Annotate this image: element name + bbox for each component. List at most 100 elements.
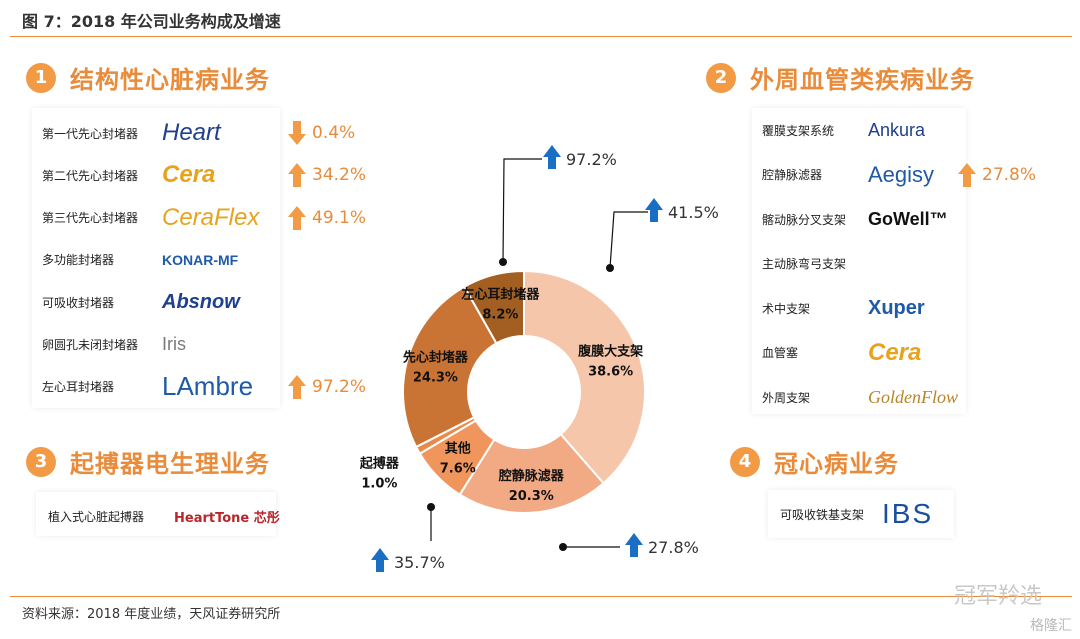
product-row: 术中支架 Xuper: [762, 288, 958, 328]
product-label: 卵圆孔未闭封堵器: [42, 338, 139, 352]
product-logo: Xuper: [868, 296, 925, 319]
product-row: 多功能封堵器 KONAR-MF: [42, 240, 288, 280]
section-number-badge: 2: [706, 62, 736, 93]
slice-label: 腔静脉滤器: [498, 468, 565, 484]
watermark: 冠军羚选: [953, 584, 1042, 609]
slice-value-label: 7.6%: [440, 462, 476, 477]
section-number-badge: 1: [26, 62, 56, 93]
growth-callout-value: 97.2%: [566, 150, 617, 169]
product-label: 腔静脉滤器: [762, 168, 823, 182]
coronary-product-row: 可吸收铁基支架 IBS: [780, 494, 933, 534]
section-pacemaker-heading: 3 起搏器电生理业务: [26, 444, 270, 479]
product-row: 外周支架 GoldenFlow: [762, 377, 958, 417]
product-logo: Ankura: [868, 119, 926, 140]
product-row: 可吸收封堵器 Absnow: [42, 282, 288, 322]
pacemaker-product-row: 植入式心脏起搏器 HeartTone 芯彤: [48, 496, 280, 536]
ibs-logo: IBS: [882, 498, 934, 529]
product-row: 血管塞 Cera: [762, 333, 958, 373]
figure-title: 图 7：2018 年公司业务构成及增速: [22, 12, 281, 31]
growth-callout-value: 27.8%: [648, 538, 699, 557]
product-label: 第一代先心封堵器: [42, 126, 139, 141]
growth-arrow-up-icon: [543, 145, 561, 169]
section-title: 起搏器电生理业务: [70, 450, 270, 478]
donut-slice: [458, 432, 605, 514]
bottom-divider: [10, 596, 1072, 597]
product-logo: Cera: [162, 161, 216, 189]
product-row: 覆膜支架系统 Ankura: [762, 110, 958, 150]
section-title: 结构性心脏病业务: [70, 66, 270, 94]
product-label: 可吸收铁基支架: [780, 507, 865, 522]
slice-value-label: 1.0%: [361, 476, 397, 491]
callout-leader-line: [609, 211, 648, 269]
product-label: 左心耳封堵器: [42, 380, 115, 395]
section-number-badge: 4: [730, 446, 760, 477]
top-divider: [10, 36, 1072, 37]
donut-slice: [402, 285, 498, 449]
product-row: 髂动脉分叉支架 GoWell™: [762, 199, 958, 239]
arrow-up-icon: [288, 205, 306, 230]
product-label: 髂动脉分叉支架: [762, 212, 847, 227]
structural-products-panel: [32, 108, 280, 408]
product-label: 可吸收封堵器: [42, 295, 115, 310]
donut-slice: [523, 269, 646, 485]
product-row: 第一代先心封堵器 Heart 0.4%: [42, 113, 355, 153]
slice-value-label: 8.2%: [482, 308, 518, 323]
slice-label: 左心耳封堵器: [461, 287, 540, 303]
heart-tone-logo: HeartTone 芯彤: [174, 510, 280, 526]
growth-indicator: 49.1%: [288, 205, 367, 230]
product-row: 第二代先心封堵器 Cera 34.2%: [42, 155, 366, 195]
product-logo: Absnow: [162, 290, 240, 313]
product-label: 第三代先心封堵器: [42, 211, 139, 226]
growth-indicator: 0.4%: [288, 121, 355, 145]
product-logo: GoldenFlow: [868, 386, 958, 407]
growth-arrow-up-icon: [645, 198, 663, 222]
product-label: 术中支架: [762, 301, 811, 316]
product-label: 多功能封堵器: [42, 253, 115, 268]
product-logo: Heart: [162, 119, 221, 146]
growth-value: 49.1%: [312, 207, 367, 228]
donut-slice: [463, 269, 525, 345]
growth-callout-value: 35.7%: [394, 553, 445, 572]
product-label: 第二代先心封堵器: [42, 168, 139, 183]
product-label: 主动脉弯弓支架: [762, 257, 847, 271]
section-number-badge: 3: [26, 446, 56, 477]
product-row: 主动脉弯弓支架: [762, 244, 958, 284]
product-logo: GoWell™: [868, 208, 948, 229]
slice-label: 起搏器: [359, 455, 400, 471]
product-logo: KONAR-MF: [162, 251, 239, 268]
section-title: 外周血管类疾病业务: [750, 66, 975, 94]
growth-value: 97.2%: [312, 376, 367, 397]
section-coronary-heading: 4 冠心病业务: [730, 444, 899, 479]
product-label: 外周支架: [762, 390, 811, 405]
slice-label: 腹膜大支架: [578, 344, 643, 360]
growth-arrow-up-icon: [625, 533, 643, 557]
growth-value: 27.8%: [982, 164, 1037, 185]
slice-label: 其他: [445, 441, 471, 457]
product-row: 左心耳封堵器 LAmbre 97.2%: [42, 367, 366, 407]
product-logo: CeraFlex: [162, 203, 260, 231]
product-label: 覆膜支架系统: [762, 123, 835, 138]
product-row: 卵圆孔未闭封堵器 Iris: [42, 325, 288, 365]
section-title: 冠心病业务: [774, 450, 899, 478]
coronary-products-panel: [768, 490, 954, 538]
growth-indicator: 27.8%: [958, 162, 1037, 187]
source-note: 资料来源：2018 年度业绩，天风证券研究所: [22, 607, 281, 622]
growth-value: 34.2%: [312, 165, 367, 186]
section-peripheral-heading: 2 外周血管类疾病业务: [706, 60, 975, 95]
slice-value-label: 24.3%: [413, 370, 458, 385]
pacemaker-products-panel: [36, 492, 276, 536]
growth-callout-value: 41.5%: [668, 203, 719, 222]
slice-label: 先心封堵器: [403, 349, 469, 365]
slice-value-label: 38.6%: [588, 365, 633, 380]
growth-arrow-up-icon: [371, 548, 389, 572]
slice-value-label: 20.3%: [509, 489, 554, 504]
arrow-down-icon: [288, 121, 306, 145]
watermark-secondary: 格隆汇: [1030, 618, 1072, 634]
growth-indicator: 97.2%: [288, 374, 367, 399]
product-logo: LAmbre: [162, 371, 254, 402]
arrow-up-icon: [288, 374, 306, 399]
product-logo: Cera: [868, 338, 922, 366]
product-logo: Iris: [162, 334, 186, 354]
peripheral-products-panel: [752, 108, 966, 414]
